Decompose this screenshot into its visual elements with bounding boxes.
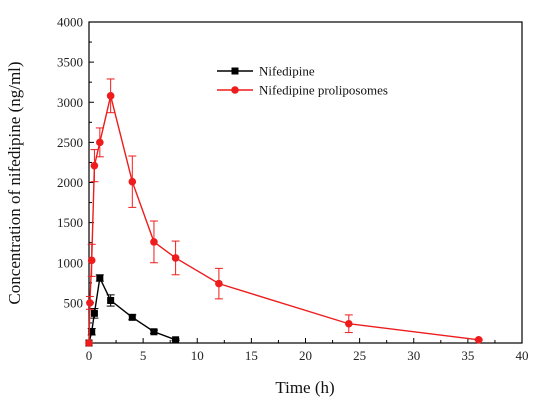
y-tick-label: 3500	[57, 55, 83, 70]
y-tick-label: 1000	[57, 255, 83, 270]
data-point	[128, 313, 136, 321]
x-tick-label: 5	[140, 348, 147, 363]
data-point	[106, 92, 115, 100]
y-tick-label: 2500	[57, 135, 83, 150]
legend-item-1: Nifedipine	[217, 64, 315, 79]
y-tick-label: 4000	[57, 15, 83, 30]
series-2	[85, 78, 483, 347]
y-tick-label: 500	[64, 295, 84, 310]
x-tick-label: 10	[191, 348, 204, 363]
legend-label: Nifedipine proliposomes	[259, 83, 388, 98]
x-tick-label: 15	[245, 348, 258, 363]
data-point	[96, 274, 104, 282]
y-axis-title: Concentration of nifedipine (ng/ml)	[5, 61, 24, 304]
legend-marker	[231, 86, 239, 94]
tick-labels: 0 5 10 15 20 25 30 35 40 500 1000 1500 2000 2500 3000 3…	[57, 15, 529, 364]
data-point	[90, 161, 99, 170]
x-tick-label: 30	[407, 348, 420, 363]
series-lines	[85, 78, 483, 347]
data-point	[345, 319, 353, 328]
data-point	[474, 335, 483, 344]
x-axis-title: Time (h)	[275, 378, 334, 397]
data-point	[150, 238, 158, 246]
data-point	[96, 138, 104, 147]
y-tick-label: 1500	[57, 215, 83, 230]
series-line	[88, 95, 479, 344]
data-point	[88, 328, 96, 336]
data-point	[215, 279, 223, 288]
legend-item-2: Nifedipine proliposomes	[217, 83, 388, 98]
x-tick-label: 25	[353, 348, 366, 363]
x-tick-label: 40	[516, 348, 529, 363]
legend-marker	[231, 67, 239, 75]
data-point	[107, 296, 115, 304]
series-line	[88, 275, 176, 344]
x-tick-label: 35	[461, 348, 474, 363]
data-point	[85, 339, 93, 347]
data-point	[90, 309, 98, 317]
data-point	[172, 336, 180, 344]
data-point	[86, 299, 94, 307]
data-point	[171, 254, 180, 262]
x-tick-label: 0	[86, 348, 93, 363]
series-1	[85, 274, 180, 347]
tick-marks	[88, 21, 523, 343]
data-point	[128, 177, 137, 186]
data-point	[150, 328, 158, 336]
x-tick-label: 20	[299, 348, 312, 363]
y-tick-label: 3000	[57, 95, 83, 110]
data-point	[87, 256, 96, 265]
y-tick-label: 2000	[57, 175, 83, 190]
legend: Nifedipine Nifedipine proliposomes	[217, 64, 388, 98]
legend-label: Nifedipine	[259, 64, 315, 79]
